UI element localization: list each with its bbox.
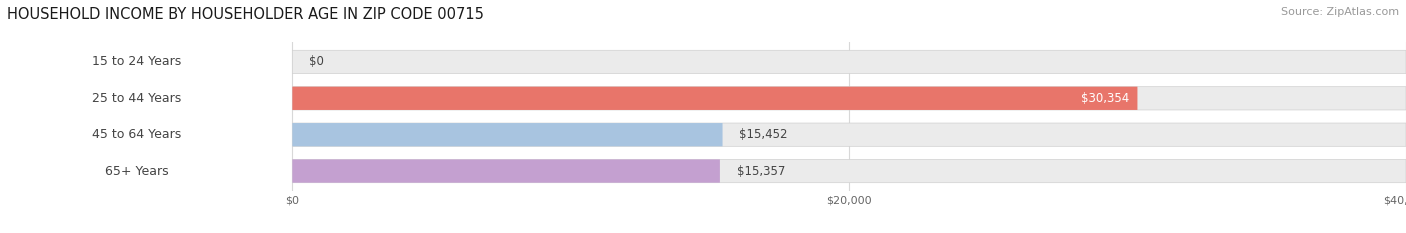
FancyBboxPatch shape xyxy=(8,161,264,182)
Text: $0: $0 xyxy=(309,55,323,69)
Text: $15,452: $15,452 xyxy=(740,128,787,141)
FancyBboxPatch shape xyxy=(292,87,1137,110)
Text: HOUSEHOLD INCOME BY HOUSEHOLDER AGE IN ZIP CODE 00715: HOUSEHOLD INCOME BY HOUSEHOLDER AGE IN Z… xyxy=(7,7,484,22)
Text: 65+ Years: 65+ Years xyxy=(104,164,169,178)
FancyBboxPatch shape xyxy=(292,159,720,183)
Text: 15 to 24 Years: 15 to 24 Years xyxy=(91,55,181,69)
FancyBboxPatch shape xyxy=(292,123,1406,146)
FancyBboxPatch shape xyxy=(292,87,1406,110)
Text: Source: ZipAtlas.com: Source: ZipAtlas.com xyxy=(1281,7,1399,17)
Text: 25 to 44 Years: 25 to 44 Years xyxy=(91,92,181,105)
FancyBboxPatch shape xyxy=(8,51,264,72)
FancyBboxPatch shape xyxy=(8,124,264,145)
FancyBboxPatch shape xyxy=(8,88,264,109)
Text: $15,357: $15,357 xyxy=(737,164,785,178)
FancyBboxPatch shape xyxy=(292,50,1406,74)
Text: 45 to 64 Years: 45 to 64 Years xyxy=(91,128,181,141)
Text: $30,354: $30,354 xyxy=(1081,92,1129,105)
FancyBboxPatch shape xyxy=(292,159,1406,183)
FancyBboxPatch shape xyxy=(292,123,723,146)
